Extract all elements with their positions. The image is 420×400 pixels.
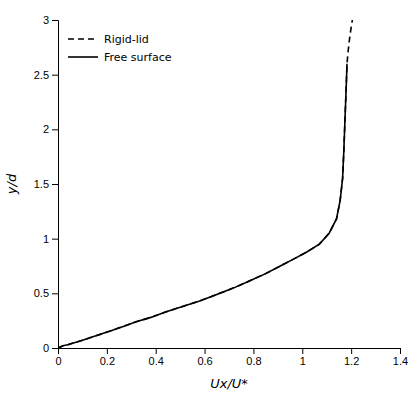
tick-mark (52, 293, 58, 294)
tick-label: 0.6 (197, 355, 212, 367)
y-axis: 0 0.5 1 1.5 2 2.5 3 (34, 14, 59, 354)
tick: 0.2 (100, 348, 115, 367)
tick-mark (52, 348, 58, 349)
tick-label: 1 (300, 355, 306, 367)
tick-mark (52, 184, 58, 185)
tick-mark (52, 239, 58, 240)
tick: 1 (300, 348, 306, 367)
legend: Rigid-lid Free surface (68, 33, 172, 64)
tick-label: 2 (43, 123, 49, 135)
legend-item: Rigid-lid (68, 33, 149, 46)
tick-mark (52, 75, 58, 76)
series-line (58, 64, 347, 348)
tick: 0.8 (246, 348, 261, 367)
tick: 3 (43, 14, 58, 26)
tick-label: 0.2 (100, 355, 115, 367)
tick: 0 (55, 348, 61, 367)
tick-mark (52, 20, 58, 21)
tick: 0 (43, 342, 58, 354)
tick: 2.5 (34, 69, 58, 81)
tick-mark (253, 348, 254, 354)
tick: 1.4 (393, 348, 408, 367)
tick-label: 0.4 (149, 355, 164, 367)
tick-mark (156, 348, 157, 354)
tick: 1 (43, 233, 58, 245)
tick-mark (107, 348, 108, 354)
tick-mark (400, 348, 401, 354)
plot: 0 0.2 0.4 0.6 0.8 1 1.2 1.4 0 0.5 1 1.5 2 2.5 3 Rigid-l… (34, 14, 408, 367)
axis-line (59, 349, 401, 355)
tick-mark (302, 348, 303, 354)
tick: 0.5 (34, 287, 58, 299)
legend-swatch (68, 38, 98, 40)
tick: 1.2 (344, 348, 359, 367)
legend-item: Free surface (68, 51, 172, 64)
x-axis: 0 0.2 0.4 0.6 0.8 1 1.2 1.4 (55, 348, 408, 367)
legend-label: Free surface (104, 51, 172, 64)
tick: 0.6 (197, 348, 212, 367)
tick-label: 0.5 (34, 287, 49, 299)
legend-swatch (68, 56, 98, 58)
axis-line (52, 21, 59, 349)
tick-label: 0.8 (246, 355, 261, 367)
chart: 0 0.2 0.4 0.6 0.8 1 1.2 1.4 0 0.5 1 1.5 2 2.5 3 Rigid-l… (0, 0, 420, 400)
tick-label: 0 (43, 342, 49, 354)
y-axis-title: y/d (4, 173, 19, 195)
tick: 2 (43, 123, 58, 135)
tick-label: 1.4 (393, 355, 408, 367)
tick-label: 0 (55, 355, 61, 367)
tick: 0.4 (149, 348, 164, 367)
series-line (58, 20, 352, 348)
x-axis-title: Ux/U* (210, 376, 248, 391)
tick: 1.5 (34, 178, 58, 190)
legend-label: Rigid-lid (104, 33, 149, 46)
tick-label: 2.5 (34, 69, 49, 81)
tick-label: 1.2 (344, 355, 359, 367)
tick-mark (351, 348, 352, 354)
tick-label: 1.5 (34, 178, 49, 190)
tick-mark (205, 348, 206, 354)
tick-label: 1 (43, 233, 49, 245)
tick-label: 3 (43, 14, 49, 26)
tick-mark (52, 129, 58, 130)
lines (58, 20, 352, 348)
